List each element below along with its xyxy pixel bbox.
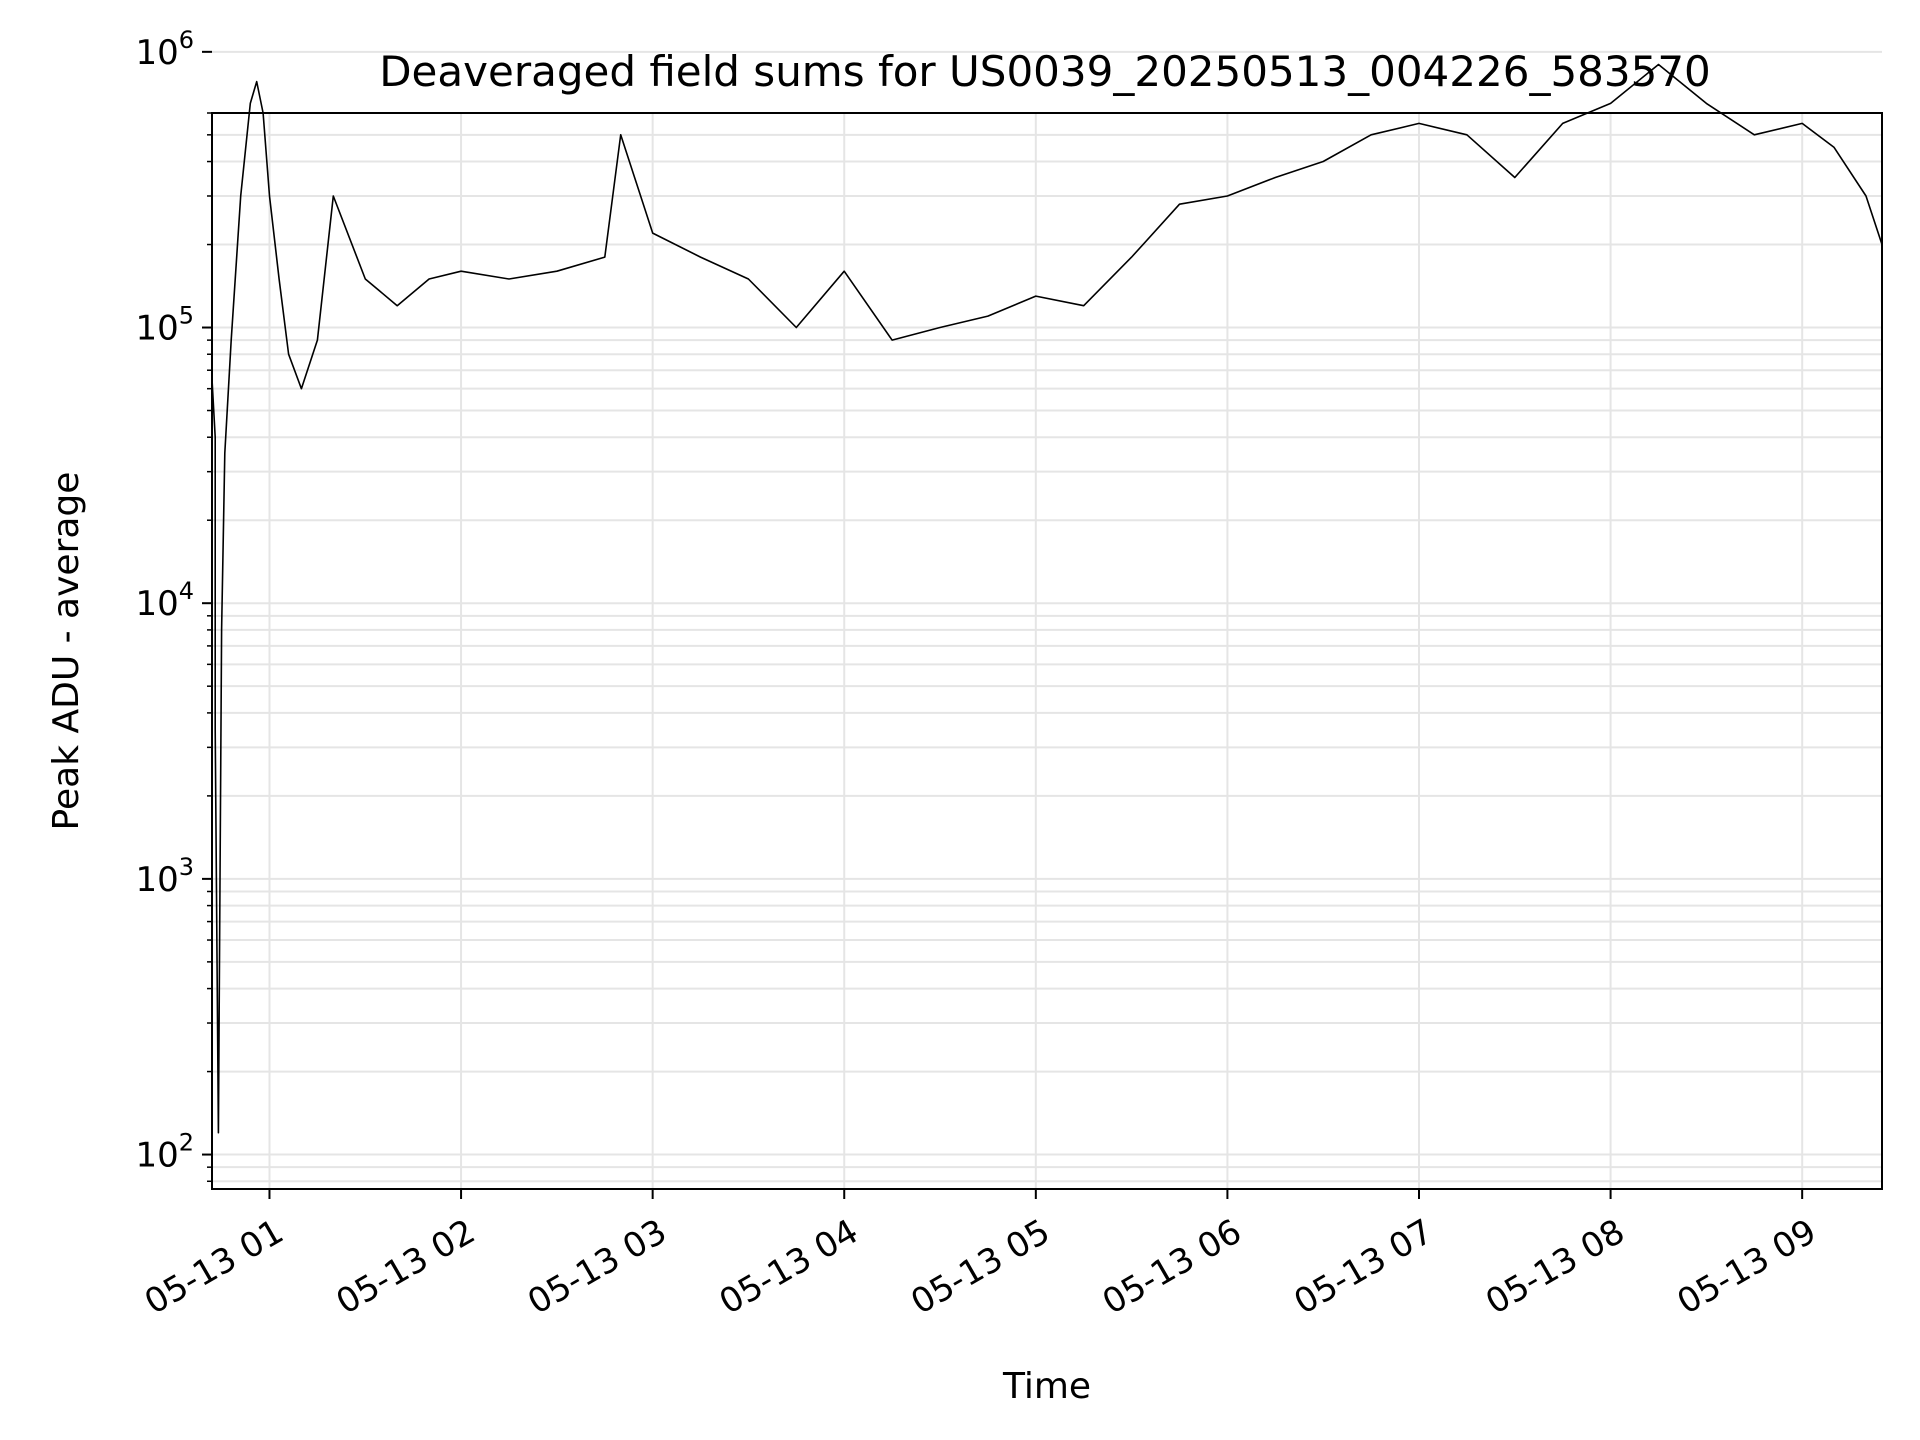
x-axis-label: Time [1002,1366,1091,1407]
y-tick-label: 106 [135,26,194,73]
grid [212,50,1882,1189]
series-line [211,63,1883,1134]
series-group [211,63,1883,1134]
chart-title: Deaveraged field sums for US0039_2025051… [379,47,1711,96]
y-axis: 102 103 104 105 106 [135,26,212,1183]
plot-frame [211,112,1883,1190]
y-axis-label: Peak ADU - average [46,472,87,831]
y-tick-label: 105 [135,302,194,349]
y-tick-label: 102 [135,1129,194,1176]
y-tick-label: 103 [135,853,194,900]
y-tick-label: 104 [135,577,194,624]
